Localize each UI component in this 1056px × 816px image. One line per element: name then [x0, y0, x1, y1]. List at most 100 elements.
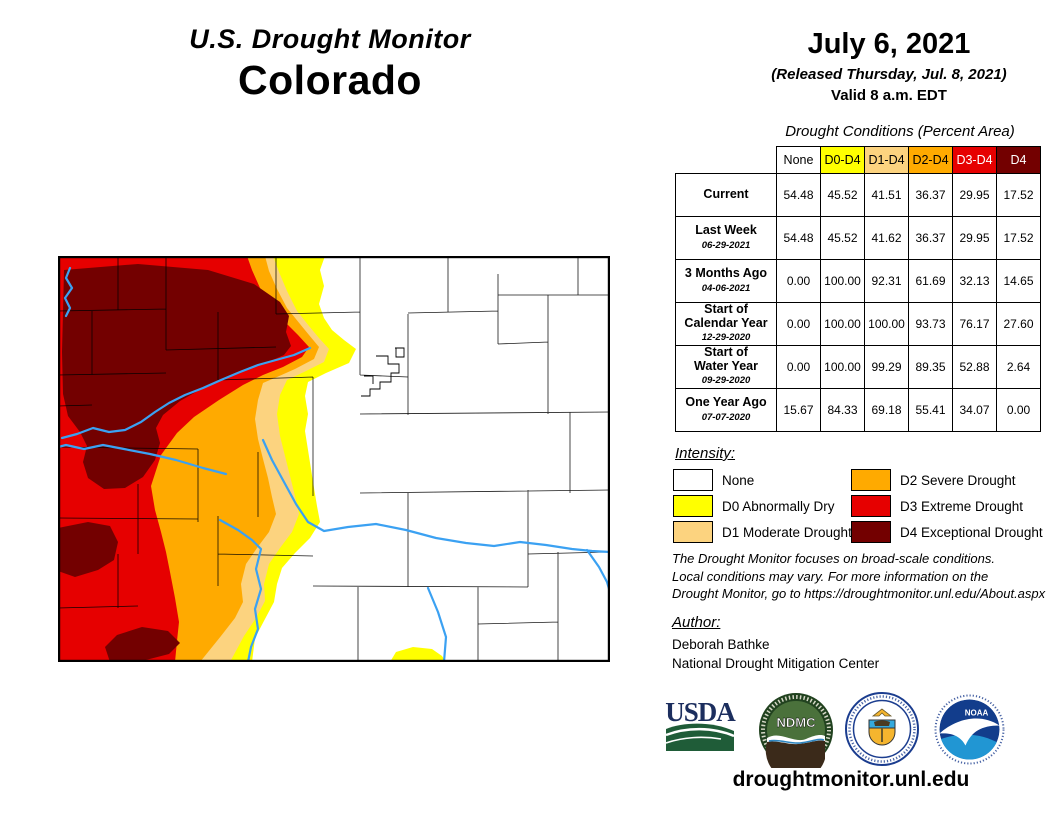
state-border	[58, 256, 610, 662]
author-name: Deborah Bathke	[672, 637, 770, 652]
report-title: U.S. Drought Monitor	[189, 24, 471, 54]
drought-conditions-table: None D0-D4 D1-D4 D2-D4 D3-D4 D4 Current 54.48 4…	[675, 146, 1041, 432]
commerce-lighthouse	[881, 728, 883, 742]
percent-area-value: 17.52	[996, 216, 1041, 260]
table-row: 3 Months Ago 04-06-2021 0.00 100.00 92.31 61.…	[675, 259, 1041, 303]
percent-area-value: 0.00	[776, 345, 821, 389]
disclaimer-line: Drought Monitor, go to https://droughtmo…	[672, 586, 1046, 601]
legend-label: D0 Abnormally Dry	[722, 498, 835, 514]
percent-area-value: 92.31	[864, 259, 909, 303]
percent-area-value: 45.52	[820, 173, 865, 217]
percent-area-value: 41.51	[864, 173, 909, 217]
row-sublabel-date: 09-29-2020	[701, 375, 751, 387]
legend-swatch-d2	[851, 469, 891, 491]
commerce-ship	[874, 720, 890, 726]
legend-item-d4: D4 Exceptional Drought	[851, 519, 1043, 545]
percent-area-value: 99.29	[864, 345, 909, 389]
author-organization: National Drought Mitigation Center	[672, 656, 880, 671]
percent-area-value: 61.69	[908, 259, 953, 303]
usda-wordmark: USDA	[665, 699, 736, 727]
row-label: Last Week 06-29-2021	[675, 216, 777, 260]
row-label: Start of Calendar Year 12-29-2020	[675, 302, 777, 346]
legend-swatch-none	[673, 469, 713, 491]
usda-logo: USDA	[665, 699, 737, 751]
percent-area-value: 54.48	[776, 173, 821, 217]
table-row: Current 54.48 45.52 41.51 36.37 29.95 17.52	[675, 173, 1041, 217]
map-region-d4-west	[58, 522, 118, 577]
row-label: Current	[675, 173, 777, 217]
percent-area-value: 29.95	[952, 216, 997, 260]
colorado-drought-map	[58, 256, 610, 662]
ndmc-soil	[765, 740, 825, 768]
percent-area-value: 55.41	[908, 388, 953, 432]
date-block: July 6, 2021 (Released Thursday, Jul. 8,…	[728, 28, 1050, 104]
percent-area-value: 100.00	[820, 259, 865, 303]
row-label: Start of Water Year 09-29-2020	[675, 345, 777, 389]
percent-area-value: 41.62	[864, 216, 909, 260]
percent-area-value: 34.07	[952, 388, 997, 432]
legend-label: D2 Severe Drought	[900, 472, 1016, 488]
legend-swatch-d4	[851, 521, 891, 543]
column-header-d4: D4	[996, 146, 1041, 174]
percent-area-value: 15.67	[776, 388, 821, 432]
row-label: 3 Months Ago 04-06-2021	[675, 259, 777, 303]
noaa-ring-text	[934, 694, 1005, 765]
table-row: Start of Water Year 09-29-2020 0.00 100.00 99…	[675, 345, 1041, 389]
map-region-d4-northwest	[62, 264, 291, 489]
percent-area-value: 36.37	[908, 216, 953, 260]
legend-label: D4 Exceptional Drought	[900, 524, 1043, 540]
column-header-d0: D0-D4	[820, 146, 865, 174]
row-sublabel-date: 06-29-2021	[701, 239, 751, 251]
map-date: July 6, 2021	[807, 28, 971, 60]
table-row: Start of Calendar Year 12-29-2020 0.00 100.0…	[675, 302, 1041, 346]
percent-area-value: 17.52	[996, 173, 1041, 217]
percent-area-value: 100.00	[820, 302, 865, 346]
disclaimer-text: The Drought Monitor focuses on broad-sca…	[672, 550, 1045, 603]
commerce-seal	[845, 692, 919, 766]
ndmc-ring-text	[761, 695, 831, 765]
percent-area-value: 54.48	[776, 216, 821, 260]
percent-area-value: 93.73	[908, 302, 953, 346]
rivers	[58, 266, 610, 662]
row-sublabel-date: 07-07-2020	[701, 411, 751, 423]
legend-swatch-d1	[673, 521, 713, 543]
percent-area-value: 32.13	[952, 259, 997, 303]
percent-area-value: 36.37	[908, 173, 953, 217]
ndmc-wordmark: NDMC	[777, 715, 817, 730]
map-region-d0-south-patch	[390, 647, 446, 662]
percent-area-value: 52.88	[952, 345, 997, 389]
row-label: One Year Ago 07-07-2020	[675, 388, 777, 432]
column-header-d3: D3-D4	[952, 146, 997, 174]
row-sublabel-date: 12-29-2020	[701, 332, 751, 344]
percent-area-value: 0.00	[776, 302, 821, 346]
noaa-logo: NOAA	[933, 693, 1006, 766]
disclaimer-line: Local conditions may vary. For more info…	[672, 568, 989, 584]
map-region-d4-south	[105, 627, 180, 662]
column-header-none: None	[776, 146, 821, 174]
noaa-gull	[939, 718, 1000, 746]
column-header-d1: D1-D4	[864, 146, 909, 174]
state-name-title: Colorado	[238, 57, 422, 103]
legend-item-d3: D3 Extreme Drought	[851, 493, 1043, 519]
commerce-eagle	[871, 708, 893, 717]
percent-area-value: 45.52	[820, 216, 865, 260]
footer-url: droughtmonitor.unl.edu	[732, 768, 970, 791]
percent-area-value: 76.17	[952, 302, 997, 346]
legend-label: D1 Moderate Drought	[722, 524, 852, 540]
table-corner-cell	[675, 146, 777, 174]
legend-swatch-d3	[851, 495, 891, 517]
legend-swatch-d0	[673, 495, 713, 517]
table-row: Last Week 06-29-2021 54.48 45.52 41.62 36.37 2…	[675, 216, 1041, 260]
legend-item-d0: D0 Abnormally Dry	[673, 493, 852, 519]
row-sublabel-date: 04-06-2021	[701, 282, 751, 294]
percent-area-value: 89.35	[908, 345, 953, 389]
ndmc-logo: NDMC	[759, 693, 833, 768]
percent-area-value: 0.00	[996, 388, 1041, 432]
percent-area-value: 14.65	[996, 259, 1041, 303]
disclaimer-line: The Drought Monitor focuses on broad-sca…	[672, 551, 996, 566]
release-date: (Released Thursday, Jul. 8, 2021)	[771, 66, 1007, 83]
table-header-row: None D0-D4 D1-D4 D2-D4 D3-D4 D4	[675, 146, 1041, 174]
author-heading: Author:	[672, 614, 721, 631]
legend-column-left: None D0 Abnormally Dry D1 Moderate Drought	[673, 467, 852, 545]
